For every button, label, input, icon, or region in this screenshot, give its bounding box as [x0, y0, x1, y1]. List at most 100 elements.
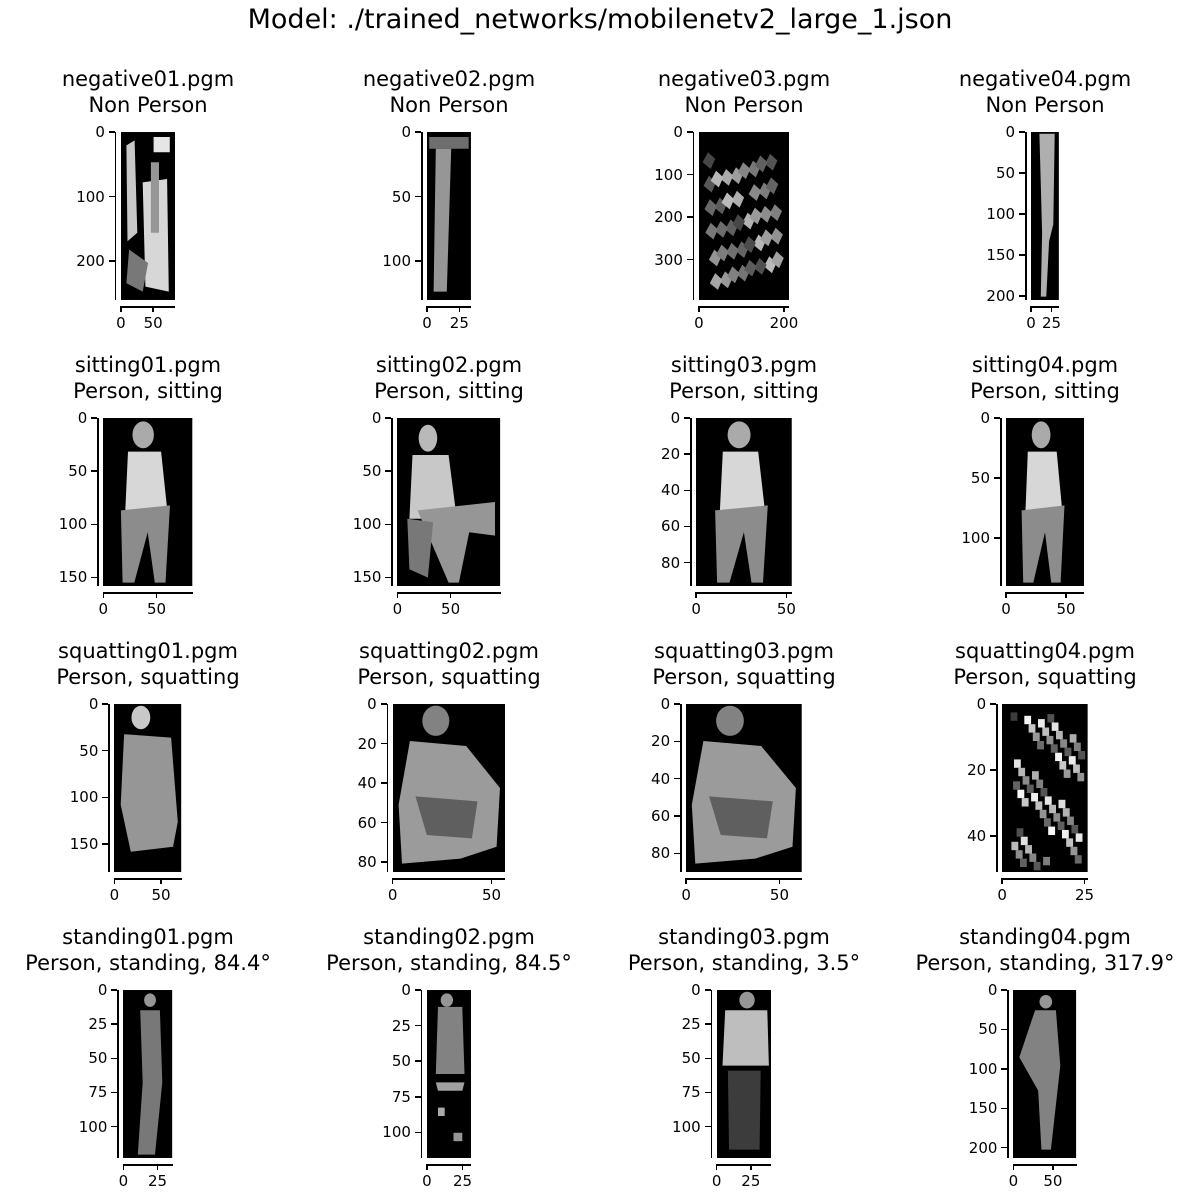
x-tick-label: 0: [1008, 1172, 1019, 1190]
leaf: [759, 205, 772, 223]
y-tick: [990, 835, 997, 837]
pixel: [1039, 809, 1047, 819]
leaf: [765, 177, 779, 195]
x-tick-label: 0: [711, 1172, 722, 1190]
head: [421, 705, 449, 736]
pixel: [1033, 861, 1041, 871]
pixel: [1022, 776, 1030, 785]
pixel: [1049, 804, 1057, 814]
panel-image: [716, 990, 772, 1158]
x-tick: [458, 306, 461, 312]
leaf: [769, 204, 782, 221]
y-tick: [704, 1091, 711, 1094]
chair: [407, 518, 434, 578]
pixel: [1050, 744, 1058, 753]
y-tick-label: 150: [58, 568, 88, 587]
head: [1031, 421, 1051, 449]
pixel: [1073, 764, 1081, 773]
x-tick: [1005, 592, 1007, 598]
y-tick: [994, 537, 1000, 539]
x-tick: [750, 1164, 752, 1170]
x-axis-line: [397, 592, 501, 594]
pixel: [1048, 826, 1056, 835]
panel-title: sitting02.pgm: [375, 353, 523, 377]
leaf: [726, 242, 739, 260]
x-tick: [155, 592, 158, 598]
head: [131, 705, 151, 730]
y-axis-line: [97, 418, 99, 586]
y-axis-line: [420, 990, 423, 1158]
pixel: [1075, 833, 1083, 842]
x-tick-label: 50: [1056, 600, 1076, 618]
leaf: [721, 192, 735, 210]
panel-image: [123, 990, 173, 1158]
panel-label: Non Person: [88, 93, 208, 117]
y-tick-label: 100: [76, 187, 105, 206]
y-tick-label: 0: [95, 123, 105, 141]
y-tick-label: 0: [97, 981, 108, 999]
y-tick: [686, 216, 693, 218]
pixel: [1074, 742, 1081, 752]
y-tick: [385, 470, 392, 472]
x-axis-line: [1013, 1164, 1077, 1166]
y-tick-label: 0: [401, 123, 412, 141]
y-tick: [91, 523, 98, 526]
y-tick-label: 60: [651, 807, 671, 825]
pixel: [1062, 829, 1069, 839]
leaf: [732, 214, 745, 232]
y-tick-label: 0: [77, 409, 88, 427]
y-tick: [704, 1057, 711, 1060]
x-tick-label: 25: [1074, 886, 1095, 904]
x-tick-label: 25: [741, 1172, 761, 1190]
x-axis-line: [686, 878, 802, 880]
y-tick-label: 150: [986, 245, 1016, 264]
y-tick-label: 0: [976, 695, 987, 713]
torso: [1025, 451, 1063, 511]
x-tick-label: 50: [776, 600, 796, 618]
panel-image: [114, 704, 182, 872]
x-tick-label: 0: [118, 1172, 129, 1190]
y-tick-label: 75: [681, 1083, 701, 1102]
panel-label: Person, standing, 317.9°: [915, 951, 1175, 975]
pixel: [1026, 784, 1034, 793]
pixel: [1060, 739, 1068, 748]
pixel: [1044, 796, 1052, 805]
pixel: [1040, 788, 1048, 797]
x-tick-label: 50: [769, 886, 789, 904]
x-tick: [120, 306, 122, 312]
y-tick: [686, 173, 693, 176]
x-tick-label: 0: [422, 314, 432, 332]
head: [716, 705, 744, 736]
y-tick-label: 0: [987, 981, 998, 999]
head: [1039, 995, 1053, 1009]
pixel: [1059, 761, 1067, 770]
x-tick: [1083, 878, 1086, 884]
x-tick: [1012, 1164, 1015, 1170]
leaf: [749, 207, 762, 225]
pixel: [1025, 845, 1033, 854]
y-tick-label: 100: [58, 515, 88, 534]
y-axis-line: [1007, 990, 1009, 1158]
pixel: [1068, 756, 1076, 765]
fragment: [437, 1107, 445, 1116]
panel-label: Person, squatting: [953, 665, 1137, 689]
x-tick-label: 25: [1042, 314, 1062, 332]
leaf: [704, 199, 717, 216]
panel-label: Person, sitting: [669, 379, 819, 403]
y-tick: [91, 417, 98, 419]
y-tick-label: 25: [391, 1016, 411, 1035]
x-tick-label: 0: [691, 600, 701, 618]
depth-image: [426, 990, 472, 1158]
x-tick: [778, 878, 781, 884]
y-tick: [674, 852, 681, 855]
head: [727, 421, 751, 449]
y-tick-label: 100: [654, 165, 683, 184]
y-tick-label: 60: [357, 813, 377, 832]
panel-title: standing01.pgm: [62, 925, 234, 949]
pixel: [1028, 724, 1036, 733]
y-tick: [1001, 1028, 1008, 1031]
x-tick-label: 0: [109, 886, 120, 904]
y-tick: [686, 131, 693, 133]
y-tick-label: 25: [88, 1015, 108, 1034]
y-tick-label: 100: [69, 788, 99, 807]
